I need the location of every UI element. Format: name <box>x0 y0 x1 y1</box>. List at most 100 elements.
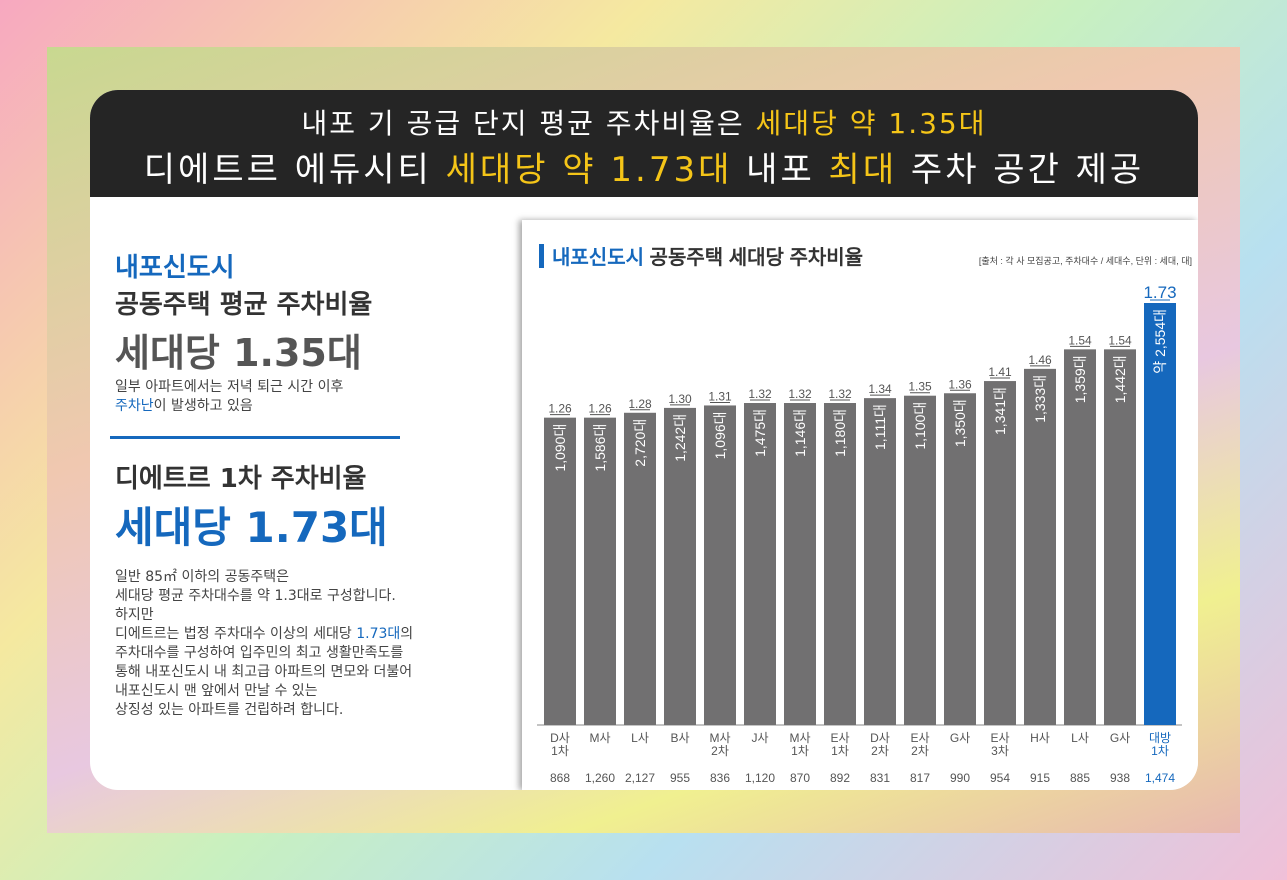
body-line: 주차대수를 구성하여 입주민의 최고 생활만족도를 <box>115 645 404 661</box>
category-label: E사 <box>990 731 1009 745</box>
header-highlight: 세대당 약 1.35대 <box>755 107 987 140</box>
value-label: 1.30 <box>668 392 692 406</box>
category-label: E사 <box>910 731 929 745</box>
parking-count-label: 1,242대 <box>672 414 688 462</box>
body-line: 내포신도시 맨 앞에서 만날 수 있는 <box>115 683 318 699</box>
household-count-label: 955 <box>670 771 690 785</box>
body-line: 세대당 평균 주차대수를 약 1.3대로 구성합니다. <box>115 588 396 604</box>
shortage-note: 일부 아파트에서는 저녁 퇴근 시간 이후 주차난이 발생하고 있음 <box>115 378 445 416</box>
category-label: 대방 <box>1149 731 1171 745</box>
header-highlight: 세대당 약 1.73대 <box>445 150 733 190</box>
parking-count-label: 1,359대 <box>1072 355 1088 403</box>
city-title: 내포신도시 <box>115 253 235 283</box>
category-label: M사 <box>789 731 810 745</box>
bar <box>544 417 576 725</box>
dietre-ratio-heading: 디에트르 1차 주차비율 <box>115 464 367 494</box>
parking-count-label: 1,180대 <box>832 409 848 457</box>
value-label: 1.36 <box>948 377 972 391</box>
value-label: 1.35 <box>908 380 932 394</box>
category-label: B사 <box>670 731 689 745</box>
note-text: 일부 아파트에서는 저녁 퇴근 시간 이후 <box>115 379 344 395</box>
household-count-label: 1,474 <box>1145 771 1175 785</box>
bar <box>1144 303 1176 725</box>
bar <box>1064 349 1096 725</box>
chart-title: 내포신도시 공동주택 세대당 주차비율 <box>552 246 863 269</box>
infographic-card: 내포 기 공급 단지 평균 주차비율은 세대당 약 1.35대 디에트르 에듀시… <box>90 90 1198 790</box>
bar <box>904 395 936 725</box>
category-label: 3차 <box>991 744 1009 758</box>
parking-ratio-chart: 내포신도시 공동주택 세대당 주차비율 [출처 : 각 사 모집공고, 주차대수 … <box>537 244 1192 785</box>
value-label: 1.46 <box>1028 353 1052 367</box>
household-count-label: 990 <box>950 771 970 785</box>
value-label: 1.32 <box>788 387 812 401</box>
category-label: E사 <box>830 731 849 745</box>
header-line-2: 디에트르 에듀시티 세대당 약 1.73대 내포 최대 주차 공간 제공 <box>90 142 1198 191</box>
body-highlight: 1.73대 <box>356 626 401 642</box>
household-count-label: 831 <box>870 771 890 785</box>
avg-ratio-value: 세대당 1.35대 <box>115 331 362 375</box>
value-label: 1.54 <box>1108 333 1132 347</box>
chart-source: [출처 : 각 사 모집공고, 주차대수 / 세대수, 단위 : 세대, 대] <box>979 255 1192 266</box>
category-label: D사 <box>870 731 890 745</box>
bar <box>944 393 976 725</box>
category-label: H사 <box>1030 731 1050 745</box>
value-label: 1.28 <box>628 397 652 411</box>
bar <box>984 381 1016 725</box>
body-line: 일반 85㎡ 이하의 공동주택은 <box>115 569 289 585</box>
category-label: J사 <box>751 731 768 745</box>
parking-count-label: 1,146대 <box>792 409 808 457</box>
category-label: 2차 <box>871 744 889 758</box>
household-count-label: 1,260 <box>585 771 615 785</box>
description-paragraph: 일반 85㎡ 이하의 공동주택은 세대당 평균 주차대수를 약 1.3대로 구성… <box>115 568 475 720</box>
category-label: 1차 <box>1151 744 1169 758</box>
household-count-label: 1,120 <box>745 771 775 785</box>
parking-count-label: 1,475대 <box>752 409 768 457</box>
parking-count-label: 1,333대 <box>1032 375 1048 423</box>
category-label: D사 <box>550 731 570 745</box>
bar <box>784 403 816 725</box>
value-label: 1.34 <box>868 382 892 396</box>
household-count-label: 817 <box>910 771 930 785</box>
header-text: 내포 기 공급 단지 평균 주차비율은 <box>301 107 756 140</box>
household-count-label: 938 <box>1110 771 1130 785</box>
bar <box>624 412 656 725</box>
household-count-label: 954 <box>990 771 1010 785</box>
household-count-label: 915 <box>1030 771 1050 785</box>
note-text: 이 발생하고 있음 <box>153 398 253 414</box>
bar <box>1024 368 1056 725</box>
category-label: G사 <box>950 731 970 745</box>
bar <box>704 405 736 725</box>
note-highlight: 주차난 <box>115 398 154 414</box>
divider <box>110 436 400 439</box>
body-line: 통해 내포신도시 내 최고급 아파트의 면모와 더불어 <box>115 664 413 680</box>
category-label: 2차 <box>711 744 729 758</box>
bar <box>1104 349 1136 725</box>
value-label: 1.31 <box>708 389 732 403</box>
category-label: M사 <box>589 731 610 745</box>
title-accent-bar <box>539 244 544 268</box>
value-label: 1.41 <box>988 365 1012 379</box>
parking-count-label: 1,111대 <box>872 404 888 450</box>
bar <box>864 398 896 725</box>
household-count-label: 892 <box>830 771 850 785</box>
body-line: 의 <box>400 626 414 642</box>
household-count-label: 2,127 <box>625 771 655 785</box>
parking-count-label: 1,100대 <box>912 402 928 450</box>
body-line: 하지만 <box>115 607 154 623</box>
value-label: 1.26 <box>588 402 612 416</box>
category-label: 1차 <box>791 744 809 758</box>
parking-count-label: 1,096대 <box>712 411 728 459</box>
category-label: 2차 <box>911 744 929 758</box>
household-count-label: 885 <box>1070 771 1090 785</box>
header-line-1: 내포 기 공급 단지 평균 주차비율은 세대당 약 1.35대 <box>90 102 1198 142</box>
value-label: 1.26 <box>548 402 572 416</box>
category-label: 1차 <box>831 744 849 758</box>
avg-ratio-heading: 공동주택 평균 주차비율 <box>115 290 373 320</box>
category-label: L사 <box>1071 731 1089 745</box>
parking-count-label: 2,720대 <box>632 419 648 467</box>
bar <box>744 403 776 725</box>
category-label: 1차 <box>551 744 569 758</box>
header-text: 주차 공간 제공 <box>897 150 1145 190</box>
value-label: 1.32 <box>748 387 772 401</box>
dietre-ratio-value: 세대당 1.73대 <box>115 503 388 552</box>
